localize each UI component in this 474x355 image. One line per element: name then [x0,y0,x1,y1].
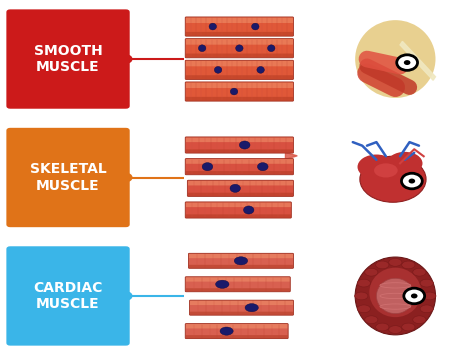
Circle shape [409,179,415,184]
Ellipse shape [357,154,395,179]
FancyBboxPatch shape [190,312,293,315]
Ellipse shape [376,278,414,313]
Ellipse shape [389,326,402,333]
Ellipse shape [209,23,217,30]
Ellipse shape [413,268,426,276]
Ellipse shape [355,20,436,98]
Ellipse shape [236,45,243,51]
Ellipse shape [239,141,250,149]
Ellipse shape [360,156,426,202]
FancyBboxPatch shape [186,202,291,207]
FancyBboxPatch shape [186,288,290,291]
FancyBboxPatch shape [186,149,293,153]
Ellipse shape [376,261,389,269]
Ellipse shape [357,305,371,313]
FancyBboxPatch shape [189,254,293,258]
FancyBboxPatch shape [187,180,293,196]
FancyBboxPatch shape [6,9,130,109]
FancyBboxPatch shape [185,60,293,80]
Ellipse shape [376,323,389,331]
FancyBboxPatch shape [188,181,293,185]
FancyBboxPatch shape [186,17,293,23]
FancyBboxPatch shape [186,171,293,174]
Ellipse shape [402,261,415,269]
Ellipse shape [355,292,368,300]
FancyBboxPatch shape [186,277,290,282]
FancyBboxPatch shape [185,159,293,175]
Circle shape [120,291,133,301]
FancyBboxPatch shape [186,39,293,45]
FancyBboxPatch shape [186,335,288,338]
Ellipse shape [257,66,264,73]
FancyBboxPatch shape [186,61,293,66]
FancyBboxPatch shape [186,137,293,142]
Circle shape [401,173,422,189]
Polygon shape [285,152,297,159]
FancyBboxPatch shape [185,277,290,292]
Ellipse shape [355,257,436,335]
Ellipse shape [214,66,222,73]
FancyBboxPatch shape [186,82,293,88]
Ellipse shape [420,305,433,313]
Circle shape [411,294,418,299]
FancyBboxPatch shape [186,32,293,36]
Circle shape [404,60,410,65]
FancyBboxPatch shape [186,214,291,218]
Circle shape [397,55,418,70]
FancyBboxPatch shape [189,265,293,268]
FancyBboxPatch shape [6,128,130,227]
Ellipse shape [365,268,378,276]
Circle shape [120,54,133,64]
FancyBboxPatch shape [185,202,292,218]
Ellipse shape [244,206,254,214]
Ellipse shape [216,280,229,288]
Ellipse shape [374,163,398,178]
Ellipse shape [402,323,415,331]
Circle shape [404,288,425,304]
Ellipse shape [220,327,233,335]
Circle shape [120,173,133,182]
FancyBboxPatch shape [186,324,288,328]
FancyBboxPatch shape [185,82,293,101]
FancyBboxPatch shape [186,54,293,58]
Ellipse shape [389,258,402,266]
Ellipse shape [423,292,436,300]
Ellipse shape [413,316,426,324]
FancyBboxPatch shape [188,193,293,196]
FancyBboxPatch shape [186,159,293,164]
Ellipse shape [267,45,275,51]
Ellipse shape [199,45,206,51]
FancyBboxPatch shape [185,324,288,339]
Ellipse shape [245,304,258,312]
Ellipse shape [387,152,422,175]
FancyBboxPatch shape [190,301,293,305]
Ellipse shape [257,163,268,171]
Ellipse shape [230,184,240,192]
Ellipse shape [252,23,259,30]
FancyBboxPatch shape [6,246,130,346]
FancyBboxPatch shape [185,137,293,153]
FancyBboxPatch shape [186,75,293,79]
Ellipse shape [420,279,433,287]
Ellipse shape [234,257,247,265]
Polygon shape [400,42,436,80]
Ellipse shape [369,268,421,317]
Ellipse shape [357,279,371,287]
Text: CARDIAC
MUSCLE: CARDIAC MUSCLE [33,281,103,311]
Ellipse shape [202,163,213,171]
Text: SMOOTH
MUSCLE: SMOOTH MUSCLE [34,44,102,74]
FancyBboxPatch shape [190,300,293,315]
Ellipse shape [230,88,238,95]
Text: SKELETAL
MUSCLE: SKELETAL MUSCLE [30,162,107,193]
FancyBboxPatch shape [185,17,293,36]
FancyBboxPatch shape [185,39,293,58]
FancyBboxPatch shape [186,97,293,101]
Ellipse shape [365,316,378,324]
FancyBboxPatch shape [189,253,293,268]
